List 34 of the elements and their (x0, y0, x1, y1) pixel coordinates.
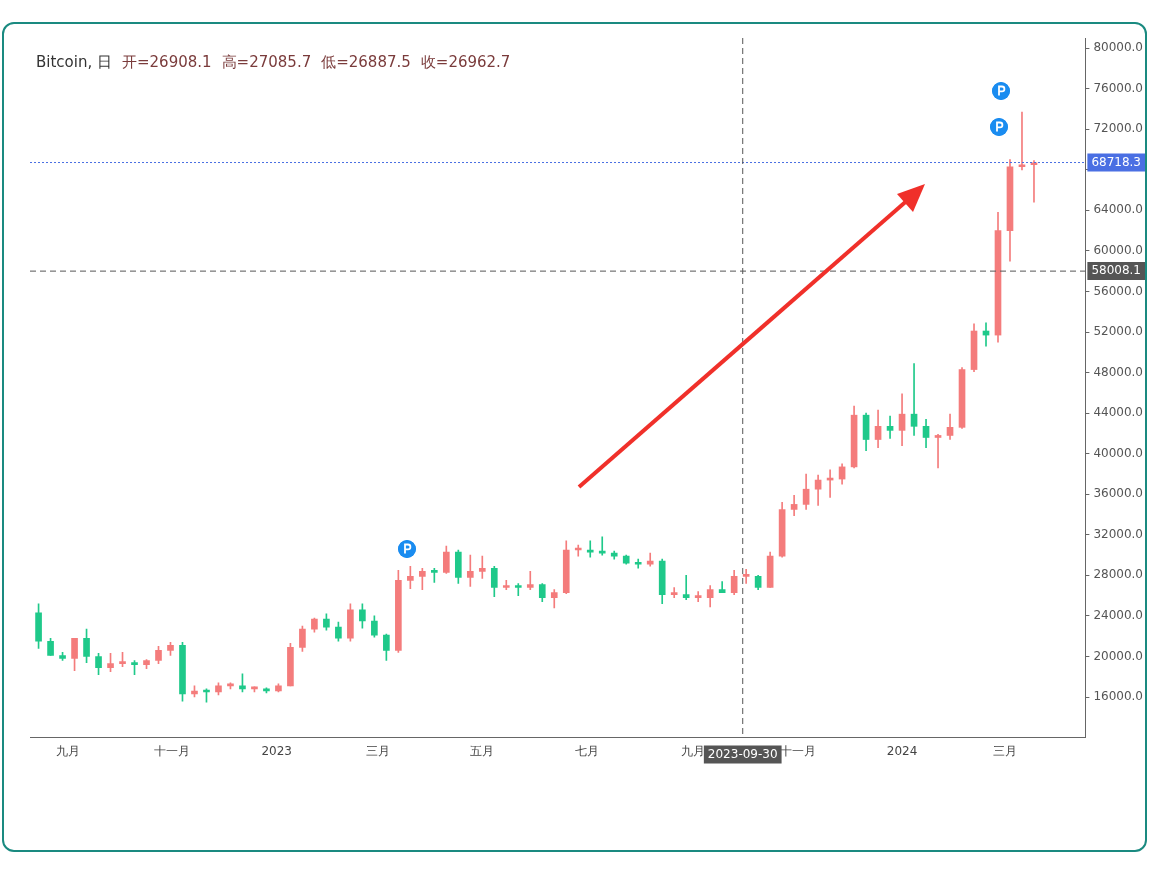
annotation: 高=27085.7 (221, 53, 312, 71)
x-tick-label: 十一月 (154, 743, 191, 758)
y-tick-label: 72000.0 (1093, 121, 1143, 136)
annotation: 低=26887.5 (321, 53, 411, 71)
text: Bitcoin, 日 (36, 53, 112, 71)
x-tick-label: 九月 (681, 743, 706, 758)
y-tick-label: 60000.0 (1093, 243, 1143, 258)
y-tick-label: 56000.0 (1093, 283, 1143, 298)
y-tick-label: 64000.0 (1093, 202, 1143, 217)
annotation: 开=26908.1 (121, 53, 212, 71)
y-tick-label: 32000.0 (1093, 526, 1143, 541)
y-tick-label: 80000.0 (1093, 40, 1143, 55)
x-tick-label: 九月 (55, 743, 80, 758)
ref-line-label: 2023-09-30 (707, 746, 778, 761)
x-tick-label: 五月 (470, 743, 495, 758)
x-tick-label: 2024 (886, 743, 918, 758)
x-tick-label: 三月 (992, 743, 1017, 758)
x-tick-label: 十一月 (779, 743, 816, 758)
x-tick-label: 七月 (574, 743, 599, 758)
y-tick-label: 24000.0 (1093, 608, 1143, 623)
y-tick-label: 52000.0 (1093, 324, 1143, 339)
y-tick-label: 16000.0 (1093, 689, 1143, 704)
y-tick-label: 76000.0 (1093, 80, 1143, 95)
annotation: 收=26962.7 (420, 53, 511, 71)
ref-line-label: 58008.1 (1091, 263, 1141, 278)
y-tick-label: 40000.0 (1093, 445, 1143, 460)
y-tick-label: 20000.0 (1093, 648, 1143, 663)
ref-line-label: 68718.3 (1091, 154, 1141, 169)
x-tick-label: 三月 (365, 743, 390, 758)
x-tick-label: 2023 (261, 743, 292, 758)
y-tick-label: 36000.0 (1093, 486, 1143, 501)
y-tick-label: 28000.0 (1093, 567, 1143, 582)
y-tick-label: 44000.0 (1093, 405, 1143, 420)
y-tick-label: 48000.0 (1093, 364, 1143, 379)
